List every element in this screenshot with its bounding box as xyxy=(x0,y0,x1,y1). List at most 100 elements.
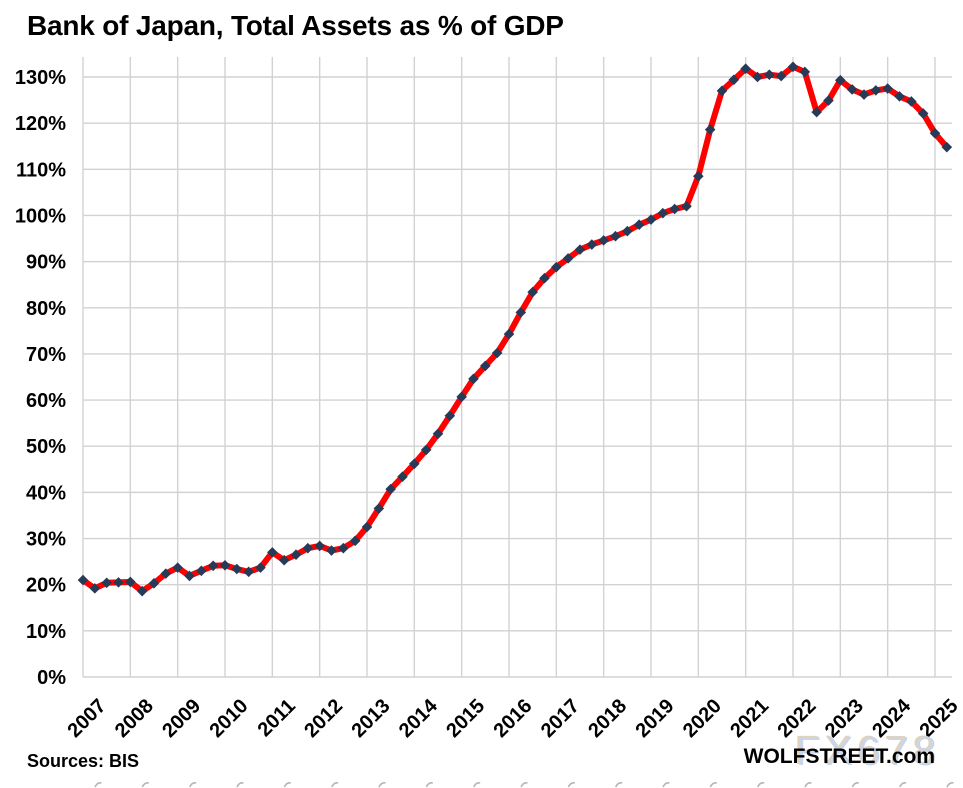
data-point-marker xyxy=(752,71,763,83)
data-point-marker xyxy=(148,578,160,589)
data-point-marker xyxy=(255,562,266,573)
data-point-marker xyxy=(799,66,811,78)
x-axis-year-label: 2008 xyxy=(111,695,158,742)
crop-mark xyxy=(188,782,197,788)
x-axis-year-label: 2014 xyxy=(395,694,443,742)
data-point-marker xyxy=(870,85,882,96)
data-point-marker xyxy=(243,566,254,578)
crop-mark xyxy=(520,782,528,788)
data-point-marker xyxy=(125,576,136,588)
crop-mark xyxy=(614,782,623,788)
crop-mark xyxy=(709,782,718,788)
sources-note: Sources: BIS xyxy=(27,751,140,771)
data-point-marker xyxy=(693,170,704,182)
crop-mark xyxy=(236,782,244,788)
x-axis-year-label: 2011 xyxy=(254,695,300,741)
y-axis-tick-label: 10% xyxy=(26,621,66,643)
data-point-marker xyxy=(551,261,562,273)
data-point-marker xyxy=(669,203,680,215)
data-point-marker xyxy=(101,577,112,589)
y-axis-tick-label: 130% xyxy=(15,67,66,89)
data-point-marker xyxy=(361,521,373,533)
data-point-marker xyxy=(338,542,349,554)
data-point-marker xyxy=(728,74,740,86)
data-point-marker xyxy=(160,568,172,579)
data-point-marker xyxy=(420,444,432,456)
crop-mark xyxy=(662,782,670,788)
data-point-marker xyxy=(846,84,858,95)
y-axis-tick-label: 50% xyxy=(26,436,66,458)
x-axis-year-label: 2009 xyxy=(158,695,205,742)
data-point-marker xyxy=(468,373,479,385)
data-point-marker xyxy=(267,547,278,558)
data-point-marker xyxy=(290,549,302,560)
data-point-marker xyxy=(207,560,219,572)
data-point-marker xyxy=(314,540,325,552)
wolfstreet-brand: WOLFSTREET.com xyxy=(743,745,935,768)
data-point-marker xyxy=(196,565,207,577)
data-point-marker xyxy=(349,535,361,547)
x-axis-year-label: 2012 xyxy=(300,695,347,742)
x-axis-year-label: 2019 xyxy=(632,695,679,742)
data-point-marker xyxy=(136,585,148,597)
data-point-marker xyxy=(764,69,775,80)
data-point-marker xyxy=(657,207,669,219)
x-axis-year-label: 2016 xyxy=(490,695,537,742)
data-point-marker xyxy=(503,328,515,340)
crop-mark xyxy=(756,782,765,788)
crop-mark xyxy=(330,782,339,788)
data-point-marker xyxy=(894,91,905,102)
data-point-marker xyxy=(326,545,337,556)
crop-mark xyxy=(94,782,102,788)
crop-mark xyxy=(141,782,150,788)
y-axis-tick-label: 80% xyxy=(26,298,66,320)
data-point-marker xyxy=(491,347,503,359)
data-point-marker xyxy=(633,219,645,230)
y-axis-tick-label: 30% xyxy=(26,529,66,551)
data-point-marker xyxy=(929,128,941,139)
crop-mark xyxy=(378,782,386,788)
y-axis-tick-label: 60% xyxy=(26,390,66,412)
data-point-marker xyxy=(610,230,621,242)
crop-mark xyxy=(804,782,812,788)
data-point-marker xyxy=(681,200,692,212)
data-point-marker xyxy=(716,85,728,97)
data-point-marker xyxy=(184,570,195,582)
crop-mark xyxy=(946,782,954,788)
data-point-marker xyxy=(172,562,183,573)
data-point-marker xyxy=(432,428,444,440)
x-axis-year-label: 2015 xyxy=(442,695,489,742)
crop-mark xyxy=(425,782,434,788)
data-point-marker xyxy=(373,503,385,514)
data-point-marker xyxy=(397,471,408,482)
chart-title: Bank of Japan, Total Assets as % of GDP xyxy=(27,10,564,41)
crop-mark xyxy=(567,782,576,788)
data-point-marker xyxy=(835,74,846,86)
x-axis-year-label: 2013 xyxy=(348,695,395,742)
data-point-marker xyxy=(219,560,231,571)
y-axis-tick-label: 110% xyxy=(16,159,66,181)
x-axis-year-label: 2007 xyxy=(64,695,111,742)
data-point-marker xyxy=(302,542,314,554)
data-point-marker xyxy=(645,214,657,225)
data-point-marker xyxy=(574,244,586,255)
data-point-marker xyxy=(231,563,243,575)
data-point-marker xyxy=(385,483,396,495)
data-point-marker xyxy=(704,124,716,135)
data-point-marker xyxy=(409,458,420,470)
crop-mark xyxy=(851,782,860,788)
data-point-marker xyxy=(740,63,751,74)
y-axis-tick-label: 0% xyxy=(37,667,66,689)
crop-mark xyxy=(898,782,907,788)
x-axis-year-label: 2021 xyxy=(726,695,773,742)
y-axis-tick-label: 70% xyxy=(26,344,66,366)
data-point-marker xyxy=(811,106,822,118)
data-point-marker xyxy=(598,235,609,246)
data-point-marker xyxy=(787,61,799,73)
data-point-marker xyxy=(456,391,467,403)
data-point-marker xyxy=(562,253,574,264)
data-point-marker xyxy=(539,272,550,284)
crop-mark xyxy=(283,782,292,788)
